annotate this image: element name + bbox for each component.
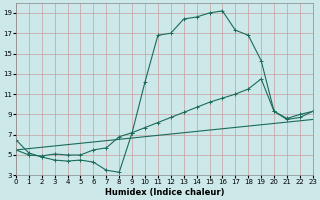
X-axis label: Humidex (Indice chaleur): Humidex (Indice chaleur) — [105, 188, 224, 197]
